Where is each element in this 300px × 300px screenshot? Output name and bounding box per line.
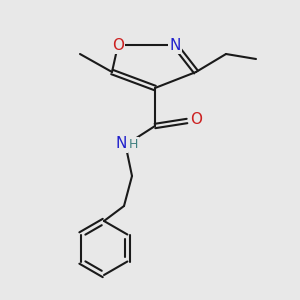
Text: O: O [190,112,202,128]
Text: N: N [169,38,181,52]
Text: H: H [129,137,138,151]
Text: O: O [112,38,124,52]
Text: N: N [116,136,127,152]
